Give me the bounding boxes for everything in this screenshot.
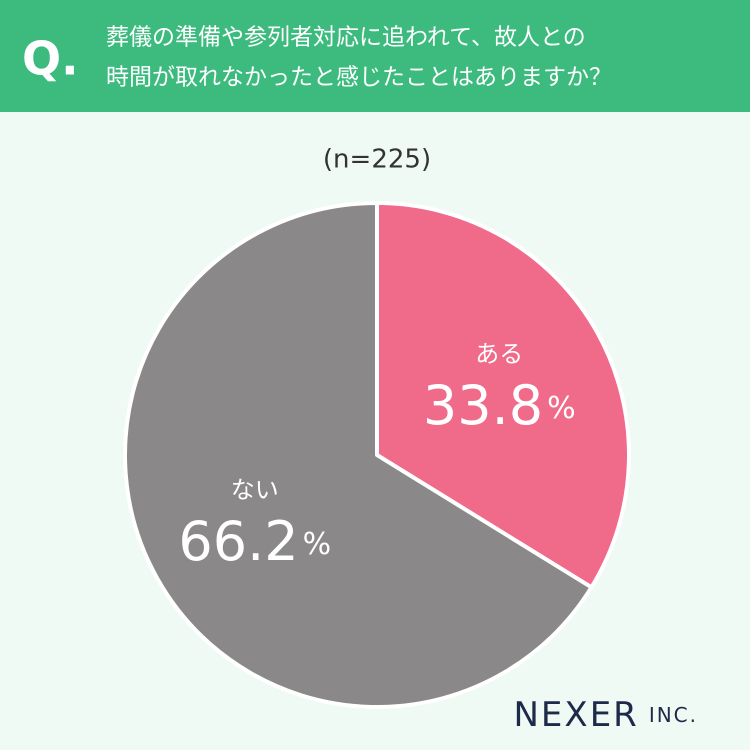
value-unit: % <box>303 527 332 562</box>
pie: ある 33.8 % ない 66.2% <box>123 201 631 709</box>
title-line: 葬儀の準備や参列者対応に追われて、故人との <box>106 25 586 51</box>
slice-category: ある <box>475 340 523 368</box>
brand-name: NEXER <box>513 695 638 735</box>
subtitle: (n=225) <box>323 145 431 175</box>
pie-slice <box>123 201 594 709</box>
question-mark: Q. <box>22 32 79 86</box>
slice-value-label: 66.2% <box>178 510 331 573</box>
pie-slice <box>375 201 631 590</box>
slice-category: ない <box>231 476 279 504</box>
brand-suffix: INC. <box>649 703 698 727</box>
slice-value-label: 33.8% <box>423 373 576 436</box>
title-line: 時間が取れなかったと感じたことはありますか？ <box>106 65 612 91</box>
value-number: 33.8 <box>423 373 543 436</box>
brand: NEXER INC. <box>513 695 698 735</box>
value-unit: % <box>547 390 576 425</box>
header <box>0 0 750 112</box>
value-number: 66.2 <box>178 510 298 573</box>
